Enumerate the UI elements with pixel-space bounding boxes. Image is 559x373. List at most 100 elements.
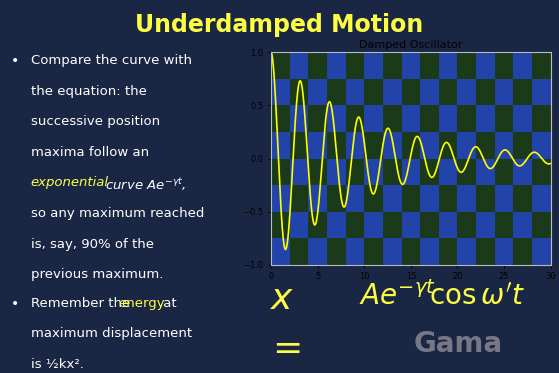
Bar [495,79,513,106]
Bar [420,106,439,132]
Bar [383,185,401,212]
Bar [271,212,290,238]
Bar [495,212,513,238]
Bar [532,238,551,265]
Bar [290,52,309,79]
Text: is ½kx².: is ½kx². [31,358,84,371]
Bar [439,185,457,212]
Bar [495,238,513,265]
Bar [383,212,401,238]
Bar [513,79,532,106]
Bar [495,52,513,79]
Bar [290,159,309,185]
Title: Damped Oscillator: Damped Oscillator [359,40,462,50]
Bar [345,52,364,79]
Bar [401,212,420,238]
Bar [401,52,420,79]
Bar [383,132,401,159]
Bar [364,212,383,238]
Text: $x$: $x$ [270,282,295,316]
Bar [290,238,309,265]
Bar [476,132,495,159]
Bar [513,238,532,265]
Bar [383,106,401,132]
Text: at: at [159,297,177,310]
Bar [345,106,364,132]
Bar [532,132,551,159]
Bar [290,79,309,106]
Bar [495,159,513,185]
Bar [327,159,345,185]
Bar [532,106,551,132]
Bar [476,238,495,265]
Bar [476,106,495,132]
Bar [327,238,345,265]
Bar [401,79,420,106]
Bar [457,132,476,159]
Bar [271,52,290,79]
Bar [457,79,476,106]
Bar [476,185,495,212]
Bar [383,238,401,265]
Bar [457,212,476,238]
Bar [532,52,551,79]
Bar [309,212,327,238]
Bar [401,238,420,265]
Bar [420,52,439,79]
Bar [401,185,420,212]
Bar [364,185,383,212]
Bar [309,238,327,265]
Bar [327,185,345,212]
Text: Underdamped Motion: Underdamped Motion [135,13,424,37]
Bar [476,212,495,238]
Bar [345,185,364,212]
Text: Compare the curve with: Compare the curve with [31,54,192,67]
Bar [271,106,290,132]
Bar [401,106,420,132]
Bar [364,132,383,159]
Text: •: • [11,54,20,68]
Bar [327,212,345,238]
Bar [439,238,457,265]
Bar [327,132,345,159]
Bar [345,159,364,185]
Bar [457,185,476,212]
Bar [290,212,309,238]
Bar [420,159,439,185]
Text: Remember the: Remember the [31,297,134,310]
Bar [457,238,476,265]
Bar [327,106,345,132]
Bar [309,79,327,106]
Bar [309,159,327,185]
Text: $=$: $=$ [264,330,300,364]
Bar [439,212,457,238]
Text: successive position: successive position [31,115,160,128]
Bar [513,159,532,185]
Bar [457,52,476,79]
Bar [513,52,532,79]
Bar [401,132,420,159]
Bar [532,212,551,238]
Bar [495,185,513,212]
Bar [290,185,309,212]
Bar [513,132,532,159]
Bar [439,52,457,79]
Text: energy: energy [118,297,164,310]
Bar [420,185,439,212]
Bar [495,132,513,159]
Text: curve $Ae^{-\gamma t}$,: curve $Ae^{-\gamma t}$, [101,176,186,193]
Bar [383,159,401,185]
Bar [439,132,457,159]
Bar [271,185,290,212]
Bar [364,52,383,79]
Bar [345,212,364,238]
Bar [401,159,420,185]
Text: the equation: the: the equation: the [31,85,146,98]
Bar [457,106,476,132]
Bar [513,212,532,238]
Bar [439,79,457,106]
Bar [309,106,327,132]
Bar [364,106,383,132]
Bar [271,132,290,159]
Bar [457,159,476,185]
